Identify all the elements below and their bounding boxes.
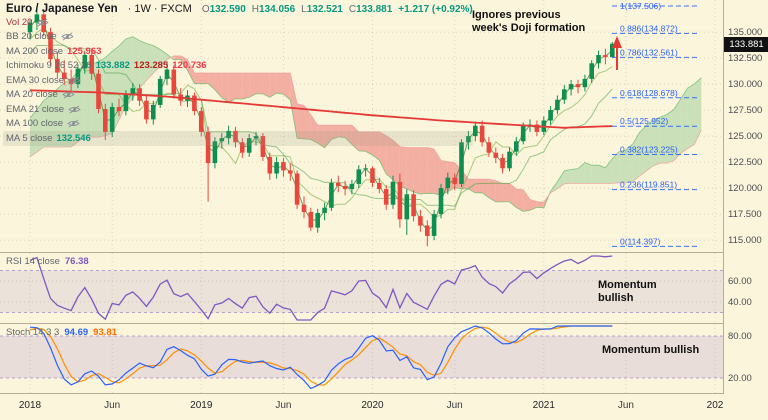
ichimoku-conversion-value: 133.882 bbox=[95, 60, 130, 72]
time-tick-label: 2021 bbox=[532, 400, 555, 411]
high-value: 134.056 bbox=[259, 4, 296, 15]
change-value: +1.217 (+0.92%) bbox=[398, 4, 473, 15]
indicator-label: EMA 21 close bbox=[6, 103, 65, 115]
price-tick-label: 130.000 bbox=[728, 79, 763, 91]
low-value: 132.521 bbox=[306, 4, 343, 15]
stoch-k-value: 94.69 bbox=[64, 327, 89, 338]
svg-text:1(137.506): 1(137.506) bbox=[620, 1, 661, 11]
stoch-d-value: 93.81 bbox=[93, 327, 117, 338]
time-tick-label: 202 bbox=[706, 400, 724, 411]
time-tick-label: Jun bbox=[617, 400, 634, 411]
stochastic-chart[interactable] bbox=[0, 324, 723, 393]
annotation-line: bullish bbox=[598, 292, 634, 304]
open-label: O bbox=[201, 4, 210, 15]
price-tick-label: 117.500 bbox=[728, 209, 762, 221]
candlestick-chart[interactable]: 1(137.506) 0.886(134.872) 0.786(132.561) 0.… bbox=[0, 0, 723, 252]
close-label: C bbox=[348, 4, 357, 15]
indicator-label: Vol 20 bbox=[6, 16, 33, 28]
legend-row-ema21[interactable]: EMA 21 close bbox=[6, 102, 473, 117]
symbol-name[interactable]: Euro / Japanese Yen bbox=[6, 3, 118, 15]
annotation-line: Momentum bbox=[598, 279, 657, 291]
svg-text:0.5(125.952): 0.5(125.952) bbox=[620, 116, 668, 126]
time-tick-label: 2018 bbox=[18, 400, 42, 411]
symbol-interval-exchange[interactable]: · 1W · FXCM bbox=[127, 3, 192, 15]
price-tick-label: 120.000 bbox=[728, 183, 763, 195]
indicator-label: MA 5 close bbox=[6, 132, 53, 144]
time-tick-label: Jun bbox=[275, 400, 292, 411]
indicator-label: EMA 30 close bbox=[6, 74, 65, 86]
annotation-line: Ignores previous bbox=[472, 9, 561, 21]
indicator-value: 132.546 bbox=[56, 132, 91, 144]
hidden-eye-icon[interactable] bbox=[67, 119, 80, 128]
rsi-panel[interactable]: RSI 14 close 76.38 Momentum bullish bbox=[0, 253, 723, 324]
legend-row-ema30[interactable]: EMA 30 close bbox=[6, 73, 473, 88]
stoch-legend[interactable]: Stoch 14 3 3 94.69 93.81 bbox=[6, 327, 117, 338]
legend-row-ma20[interactable]: MA 20 close bbox=[6, 88, 473, 103]
svg-text:0.786(132.561): 0.786(132.561) bbox=[620, 47, 678, 57]
stochastic-panel[interactable]: Stoch 14 3 3 94.69 93.81 Momentum bullis… bbox=[0, 324, 723, 393]
rsi-tick-label: 40.00 bbox=[728, 297, 752, 308]
stoch-label: Stoch 14 3 3 bbox=[6, 327, 60, 338]
stoch-tick-label: 20.00 bbox=[728, 373, 752, 384]
price-tick-label: 135.000 bbox=[728, 27, 763, 39]
rsi-value: 76.38 bbox=[64, 256, 89, 267]
annotation-line: Momentum bullish bbox=[602, 344, 700, 356]
hidden-eye-icon[interactable] bbox=[62, 90, 75, 99]
close-value: 133.881 bbox=[356, 4, 393, 15]
price-tick-label: 125.000 bbox=[728, 131, 763, 143]
svg-text:0(114.397): 0(114.397) bbox=[620, 236, 661, 246]
svg-text:0.382(123.225): 0.382(123.225) bbox=[620, 145, 678, 155]
price-tick-label: 132.500 bbox=[728, 53, 763, 65]
ichimoku-base-value: 123.285 bbox=[133, 60, 169, 72]
hidden-eye-icon[interactable] bbox=[36, 18, 50, 27]
legend-row-bb[interactable]: BB 20 close bbox=[6, 30, 473, 45]
time-tick-label: 2020 bbox=[361, 400, 384, 411]
time-tick-label: Jun bbox=[446, 400, 463, 411]
legend-row-ma5[interactable]: MA 5 close 132.546 bbox=[3, 131, 473, 146]
price-tick-label: 127.500 bbox=[728, 105, 763, 117]
legend-row-ichimoku[interactable]: Ichimoku 9 26 52 26 133.882 123.285 120.… bbox=[6, 59, 473, 74]
rsi-tick-label: 60.00 bbox=[728, 276, 752, 287]
price-tick-label: 115.000 bbox=[728, 235, 762, 247]
open-value: 132.590 bbox=[209, 4, 246, 15]
indicator-label: BB 20 close bbox=[6, 31, 57, 43]
legend-row-ma100[interactable]: MA 100 close bbox=[6, 117, 473, 132]
svg-text:0.618(128.678): 0.618(128.678) bbox=[620, 88, 678, 98]
price-tick-label: 122.500 bbox=[728, 157, 763, 169]
annotation-momentum-stoch[interactable]: Momentum bullish bbox=[602, 344, 699, 357]
indicator-legend: Euro / Japanese Yen · 1W · FXCM O132.590… bbox=[3, 3, 473, 146]
symbol-title-row: Euro / Japanese Yen · 1W · FXCM O132.590… bbox=[6, 3, 473, 15]
indicator-label: MA 20 close bbox=[6, 89, 58, 101]
annotation-doji-text[interactable]: Ignores previous week's Doji formation bbox=[472, 9, 585, 35]
current-price-badge: 133.881 bbox=[724, 36, 768, 52]
svg-text:0.886(134.872): 0.886(134.872) bbox=[620, 23, 678, 33]
rsi-label: RSI 14 close bbox=[6, 256, 60, 267]
indicator-label: MA 200 close bbox=[6, 45, 64, 57]
svg-text:0.236(119.851): 0.236(119.851) bbox=[620, 180, 677, 190]
rsi-chart[interactable] bbox=[0, 253, 723, 323]
hidden-eye-icon[interactable] bbox=[68, 76, 81, 85]
indicator-label: MA 100 close bbox=[6, 118, 64, 130]
price-chart-panel[interactable]: 1(137.506) 0.886(134.872) 0.786(132.561) 0.… bbox=[0, 0, 723, 253]
hidden-eye-icon[interactable] bbox=[68, 105, 81, 114]
low-label: L bbox=[301, 4, 307, 15]
annotation-line: week's Doji formation bbox=[472, 22, 586, 34]
high-label: H bbox=[251, 4, 259, 15]
indicator-label: Ichimoku 9 26 52 26 bbox=[6, 60, 92, 72]
rsi-legend[interactable]: RSI 14 close 76.38 bbox=[6, 256, 89, 267]
indicator-value: 125.963 bbox=[67, 45, 102, 57]
annotation-momentum-rsi[interactable]: Momentum bullish bbox=[598, 279, 657, 305]
time-tick-label: Jun bbox=[104, 400, 121, 411]
time-tick-label: 2019 bbox=[190, 400, 213, 411]
legend-row-vol[interactable]: Vol 20 bbox=[6, 15, 473, 30]
ichimoku-span-value: 120.736 bbox=[172, 60, 207, 72]
time-axis[interactable]: 2018 Jun 2019 Jun 2020 Jun 2021 Jun 202 bbox=[0, 393, 768, 420]
hidden-eye-icon[interactable] bbox=[61, 32, 74, 41]
price-axis[interactable]: 135.000 132.500 130.000 127.500 125.000 122.5… bbox=[723, 0, 768, 394]
stoch-tick-label: 80.00 bbox=[728, 331, 752, 342]
legend-row-ma200[interactable]: MA 200 close 125.963 bbox=[6, 44, 473, 59]
ohlc-values: O132.590 H134.056 L132.521 C133.881 +1.2… bbox=[202, 4, 473, 15]
